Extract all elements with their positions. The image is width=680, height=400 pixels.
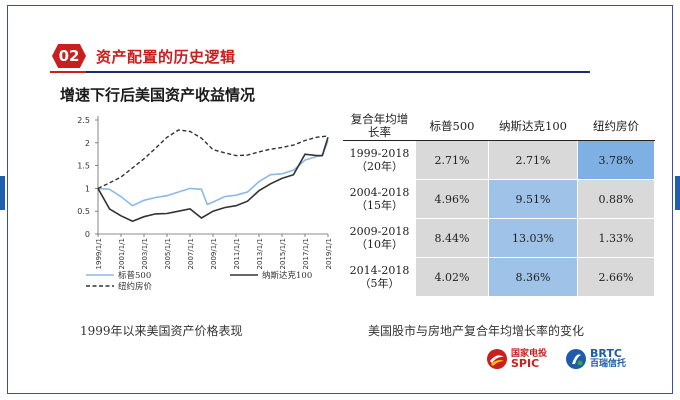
chart-canvas: 0 0.5 1 1.5 2 2.5 1999/1/1 2001/1/1 2003/1/1 2005… — [77, 116, 333, 292]
table-row: 2009-2018（10年） 8.44% 13.03% 1.33% — [343, 218, 655, 258]
y-tick-label: 2.5 — [77, 116, 90, 125]
y-tick-label: 0.5 — [77, 207, 90, 216]
table-cell-period: 2004-2018（15年） — [343, 179, 416, 219]
header-cell-sp500: 标普500 — [415, 111, 489, 141]
table-cell-value: 1.33% — [577, 218, 655, 258]
chart-caption: 1999年以来美国资产价格表现 — [80, 324, 243, 338]
table-cell-value: 4.02% — [415, 257, 489, 297]
slide-frame — [7, 5, 673, 394]
table-cell-period: 2014-2018（5年） — [343, 257, 416, 297]
header-cell-nasdaq: 纳斯达克100 — [488, 111, 578, 141]
brtc-name-en: BRTC — [590, 347, 622, 360]
table-cell-period: 1999-2018（20年） — [343, 140, 416, 180]
y-tick-label: 2 — [85, 139, 90, 148]
table-cell-value: 8.44% — [415, 218, 489, 258]
slide-subtitle: 增速下行后美国资产收益情况 — [60, 86, 256, 104]
x-tick-label: 2005/1/1 — [164, 238, 172, 269]
series-line-2 — [97, 129, 329, 190]
table-caption: 美国股市与房地产复合年均增长率的变化 — [368, 324, 585, 338]
table-cell-value: 9.51% — [488, 179, 578, 219]
table-cell-value: 2.71% — [488, 140, 578, 180]
series-line-1 — [97, 137, 329, 223]
table-cell-value: 8.36% — [488, 257, 578, 297]
asset-price-line-chart: 0 0.5 1 1.5 2 2.5 1999/1/1 2001/1/1 2003/1/1 2005… — [60, 112, 350, 297]
brtc-logo-icon — [566, 349, 587, 369]
table-cell-value: 2.71% — [415, 140, 489, 180]
y-tick-label: 0 — [85, 230, 90, 239]
x-tick-label: 2011/1/1 — [233, 238, 241, 269]
table-cell-value: 2.66% — [577, 257, 655, 297]
table-cell-value: 4.96% — [415, 179, 489, 219]
x-tick-label: 2007/1/1 — [187, 238, 195, 269]
spic-logo-icon — [487, 349, 507, 369]
x-tick-label: 2019/1/1 — [325, 238, 333, 269]
legend-label-1: 纳斯达克100 — [262, 270, 312, 281]
title-divider — [50, 71, 590, 73]
legend-label-0: 标普500 — [118, 270, 151, 281]
table-cell-value: 3.78% — [577, 140, 655, 180]
x-tick-label: 2001/1/1 — [118, 238, 126, 269]
x-tick-label: 2003/1/1 — [141, 238, 149, 269]
footer-logos: 国家电投 SPIC BRTC 百瑞信托 — [486, 348, 626, 370]
x-tick-label: 2015/1/1 — [279, 238, 287, 269]
y-tick-label: 1.5 — [77, 162, 90, 171]
brtc-logo-text: BRTC 百瑞信托 — [590, 347, 627, 369]
x-tick-label: 2017/1/1 — [302, 238, 310, 269]
x-tick-label: 2013/1/1 — [256, 238, 264, 269]
title-divider-accent — [50, 71, 86, 73]
table-row: 1999-2018（20年） 2.71% 2.71% 3.78% — [343, 140, 655, 180]
x-tick-label: 1999/1/1 — [95, 238, 103, 269]
table-cell-value: 0.88% — [577, 179, 655, 219]
table-cell-value: 13.03% — [488, 218, 578, 258]
y-tick-label: 1 — [85, 184, 90, 193]
spic-name-en: SPIC — [511, 357, 540, 370]
table-header-row: 复合年均增长率 标普500 纳斯达克100 纽约房价 — [343, 111, 655, 141]
section-title: 资产配置的历史逻辑 — [96, 48, 236, 66]
x-tick-label: 2009/1/1 — [210, 238, 218, 269]
slide-nav-marker-left — [0, 176, 5, 210]
header-cell-period: 复合年均增长率 — [343, 111, 416, 141]
table-row: 2014-2018（5年） 4.02% 8.36% 2.66% — [343, 257, 655, 297]
table-cell-period: 2009-2018（10年） — [343, 218, 416, 258]
header-cell-housing: 纽约房价 — [577, 111, 655, 141]
spic-name-cn: 国家电投 — [511, 349, 548, 359]
legend-label-2: 纽约房价 — [118, 281, 153, 292]
brtc-name-cn: 百瑞信托 — [590, 359, 627, 369]
spic-logo-text: 国家电投 SPIC — [511, 349, 547, 369]
cagr-table: 复合年均增长率 标普500 纳斯达克100 纽约房价 1999-2018（20年… — [343, 111, 655, 297]
section-number-badge: 02 — [52, 44, 86, 68]
slide-nav-marker-right — [675, 176, 680, 210]
table-row: 2004-2018（15年） 4.96% 9.51% 0.88% — [343, 179, 655, 219]
